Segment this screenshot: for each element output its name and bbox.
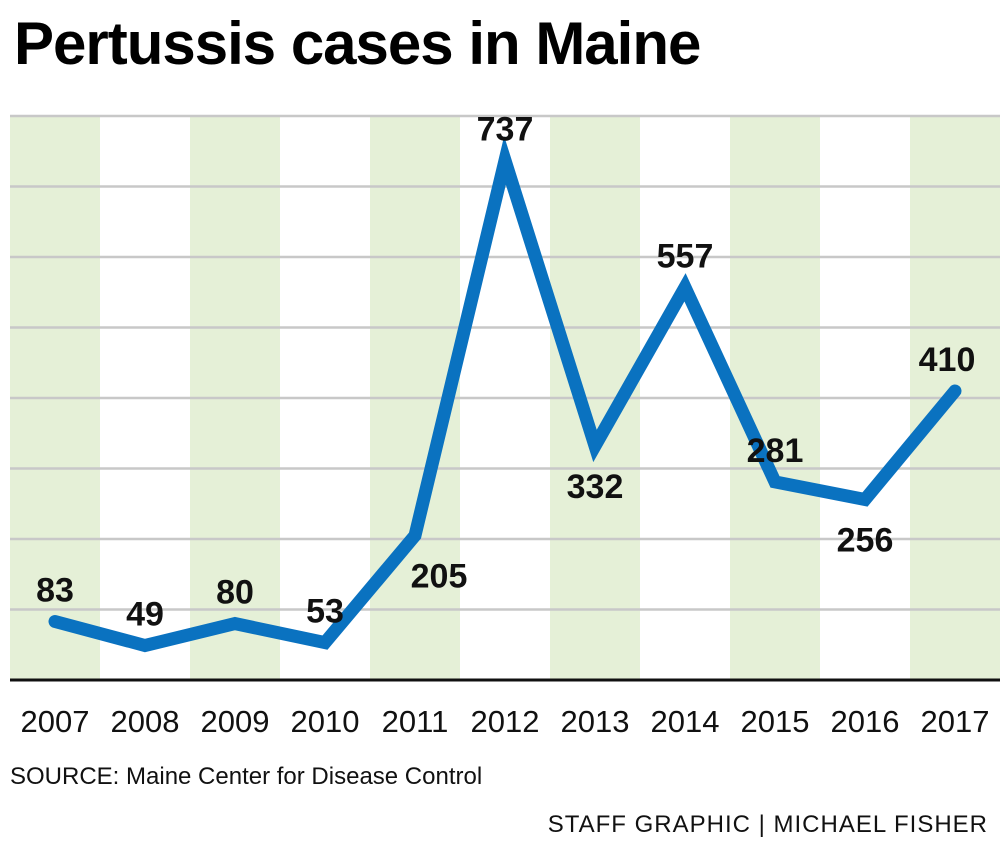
gridlines [10, 114, 1000, 611]
x-tick-2013: 2013 [561, 704, 630, 739]
data-label-2013: 332 [567, 468, 624, 506]
x-tick-2008: 2008 [111, 704, 180, 739]
data-label-2007: 83 [36, 571, 74, 609]
series-line-group [48, 136, 962, 653]
x-tick-2014: 2014 [651, 704, 720, 739]
x-tick-2012: 2012 [471, 704, 540, 739]
x-tick-2017: 2017 [921, 704, 990, 739]
x-tick-2016: 2016 [831, 704, 900, 739]
data-label-2011: 205 [411, 557, 468, 595]
chart-title: Pertussis cases in Maine [14, 10, 701, 77]
data-label-2014: 557 [657, 237, 714, 275]
data-label-2016: 256 [837, 522, 894, 560]
x-tick-2010: 2010 [291, 704, 360, 739]
source-note: SOURCE: Maine Center for Disease Control [10, 763, 483, 790]
graphic-credit: STAFF GRAPHIC | MICHAEL FISHER [547, 811, 988, 838]
data-label-2010: 53 [306, 593, 344, 631]
data-label-2009: 80 [216, 574, 254, 612]
x-tick-2007: 2007 [21, 704, 90, 739]
data-label-2015: 281 [747, 432, 804, 470]
x-tick-2009: 2009 [201, 704, 270, 739]
x-tick-2011: 2011 [382, 704, 449, 739]
data-label-2012: 737 [477, 110, 534, 148]
data-labels: 83 49 80 53 205 737 332 557 281 256 410 [36, 110, 975, 633]
data-label-2008: 49 [126, 595, 164, 633]
data-label-2017: 410 [919, 341, 976, 379]
x-tick-labels: 2007 2008 2009 2010 2011 2012 2013 2014 2015 2016… [21, 704, 990, 739]
series-line [48, 136, 962, 653]
x-tick-2015: 2015 [741, 704, 810, 739]
